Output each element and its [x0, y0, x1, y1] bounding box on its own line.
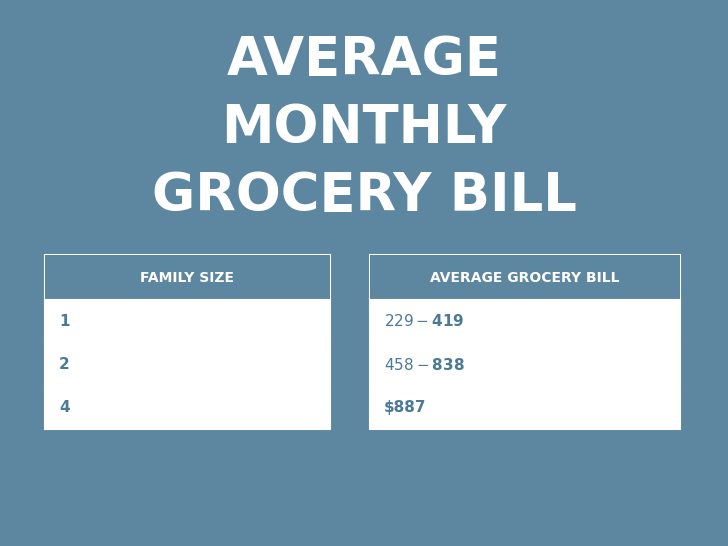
Text: $229-$419: $229-$419: [384, 313, 464, 329]
Text: AVERAGE GROCERY BILL: AVERAGE GROCERY BILL: [430, 270, 620, 284]
Bar: [45, 255, 330, 429]
Bar: [45, 255, 330, 300]
Text: 2: 2: [59, 357, 70, 372]
Text: FAMILY SIZE: FAMILY SIZE: [141, 270, 234, 284]
Text: 1: 1: [59, 314, 69, 329]
Text: AVERAGE: AVERAGE: [226, 34, 502, 86]
Bar: [370, 255, 680, 429]
Bar: [370, 255, 680, 300]
Text: $887: $887: [384, 400, 427, 415]
Text: 4: 4: [59, 400, 70, 415]
Text: $458-$838: $458-$838: [384, 357, 464, 372]
Text: GROCERY BILL: GROCERY BILL: [151, 170, 577, 222]
Text: MONTHLY: MONTHLY: [221, 102, 507, 154]
